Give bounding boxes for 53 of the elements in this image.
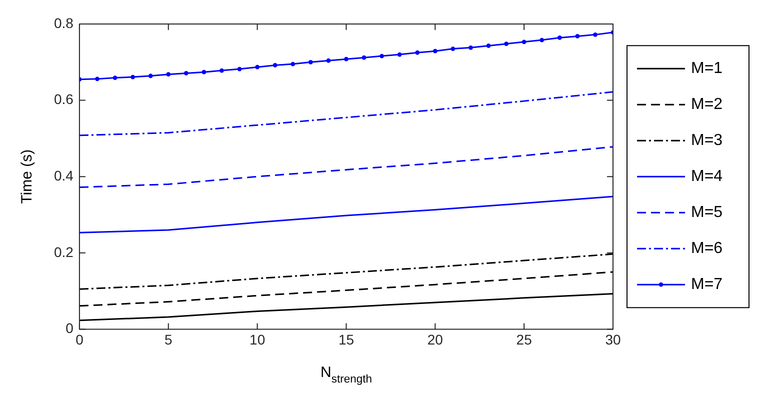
point: [397, 52, 402, 57]
point: [344, 56, 348, 62]
point: [184, 71, 188, 76]
line-series: [79, 91, 613, 136]
legend-label: M=4: [691, 168, 723, 186]
legend-label: M=7: [691, 276, 723, 294]
point: [237, 66, 242, 72]
x-tick-label: 10: [250, 331, 266, 348]
x-tick-label: 30: [605, 331, 621, 348]
line-series: [79, 253, 613, 290]
y-tick-label: 0.4: [54, 167, 74, 184]
point: [575, 34, 580, 38]
point: [486, 44, 491, 48]
point: [415, 50, 420, 55]
point: [95, 76, 100, 82]
y-tick-label: 0.8: [54, 14, 74, 31]
point: [290, 62, 296, 66]
line-series: [79, 271, 613, 307]
point: [432, 48, 438, 54]
point: [326, 58, 331, 63]
legend-label: M=5: [691, 204, 723, 222]
line-series: [79, 146, 613, 188]
point: [220, 68, 224, 73]
x-tick-label: 25: [516, 331, 532, 348]
legend-label: M=2: [691, 96, 723, 114]
x-tick-label: 15: [338, 331, 354, 348]
legend-label: M=1: [691, 60, 723, 78]
point: [148, 74, 153, 78]
point: [130, 74, 136, 80]
point: [468, 45, 473, 50]
legend-label: M=6: [691, 240, 723, 258]
y-axis-title: Time (s): [18, 149, 36, 204]
point: [112, 76, 118, 80]
x-tick-label: 5: [164, 331, 172, 348]
point: [380, 54, 384, 58]
y-tick-label: 0: [66, 320, 74, 336]
point: [255, 64, 260, 70]
point: [557, 36, 562, 40]
point: [202, 70, 206, 74]
point: [504, 42, 508, 46]
point: [593, 32, 598, 37]
point: [522, 40, 526, 44]
y-tick-label: 0.2: [54, 244, 74, 260]
x-tick-label: 20: [427, 331, 444, 348]
point: [308, 60, 313, 64]
legend-label: M=3: [691, 132, 723, 150]
point: [540, 38, 544, 42]
point: [362, 55, 366, 60]
x-tick-label: 0: [76, 331, 84, 348]
point: [450, 46, 456, 51]
point: [272, 63, 278, 68]
point: [166, 72, 171, 77]
y-tick-label: 0.6: [54, 91, 74, 108]
